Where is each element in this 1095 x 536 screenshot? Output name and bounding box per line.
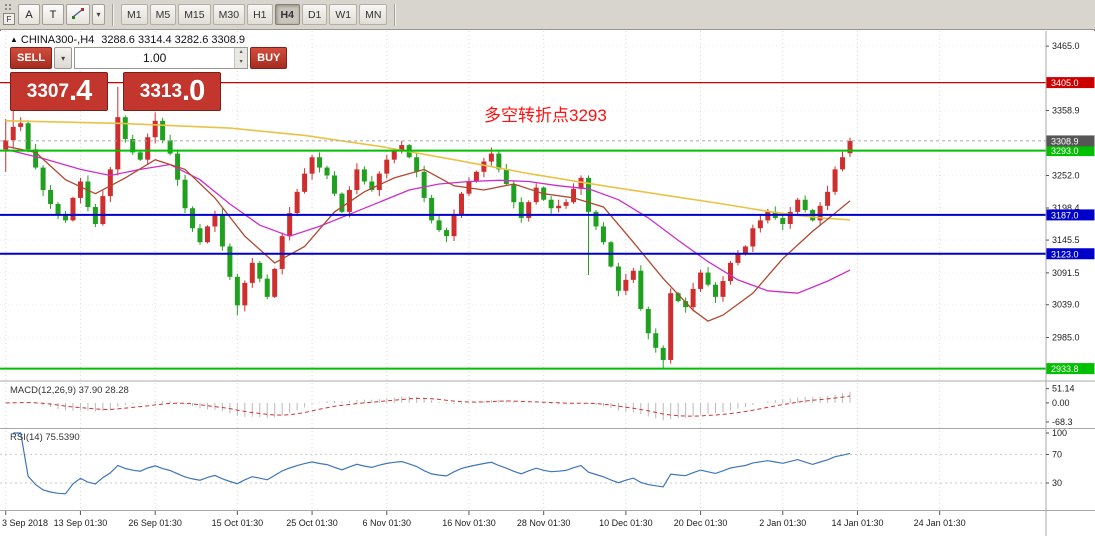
ma-fast-brown: [5, 145, 851, 322]
svg-text:3091.5: 3091.5: [1052, 268, 1080, 278]
chart-title: ▲ CHINA300-,H4 3288.6 3314.4 3282.6 3308.9: [10, 34, 245, 46]
ma-mid-magenta: [5, 148, 851, 294]
file-badge: F: [3, 13, 15, 25]
svg-text:2933.8: 2933.8: [1051, 364, 1079, 374]
svg-text:3198.4: 3198.4: [1052, 203, 1080, 213]
svg-text:6 Nov 01:30: 6 Nov 01:30: [363, 518, 412, 528]
spinner-down-icon[interactable]: ▾: [239, 59, 243, 65]
trendline-icon: [71, 6, 85, 23]
svg-text:24 Jan 01:30: 24 Jan 01:30: [914, 518, 966, 528]
trade-panel-prices: 3307.4 3313.0: [10, 72, 232, 111]
svg-text:3 Sep 2018: 3 Sep 2018: [2, 518, 48, 528]
svg-text:28 Nov 01:30: 28 Nov 01:30: [517, 518, 571, 528]
macd-signal-line: [5, 395, 851, 417]
macd-indicator-label: MACD(12,26,9) 37.90 28.28: [10, 385, 129, 396]
sell-price-display: 3307.4: [10, 72, 108, 111]
svg-text:3293.0: 3293.0: [1051, 146, 1079, 156]
macd-histogram: [12, 391, 851, 421]
spinner-up-icon[interactable]: ▴: [239, 49, 243, 55]
svg-text:15 Oct 01:30: 15 Oct 01:30: [212, 518, 264, 528]
buy-price-int: 3313: [139, 80, 183, 102]
svg-text:14 Jan 01:30: 14 Jan 01:30: [831, 518, 883, 528]
svg-text:51.14: 51.14: [1052, 384, 1075, 394]
svg-text:10 Dec 01:30: 10 Dec 01:30: [599, 518, 653, 528]
svg-text:26 Sep 01:30: 26 Sep 01:30: [128, 518, 182, 528]
svg-text:3405.0: 3405.0: [1051, 78, 1079, 88]
caret-down-icon: ▾: [96, 10, 101, 19]
toolbar-separator: [394, 3, 397, 26]
volume-field: ▴ ▾: [74, 47, 249, 69]
buy-price-dec: .0: [182, 75, 205, 107]
svg-text:0.00: 0.00: [1052, 398, 1070, 408]
timeframe-h4[interactable]: H4: [274, 4, 300, 25]
buy-price-display: 3313.0: [123, 72, 221, 111]
chart-canvas[interactable]: 3465.0 3358.9 3252.0 3198.4 3145.5 3091.5 3039…: [0, 31, 1095, 536]
timeframe-m1[interactable]: M1: [121, 4, 148, 25]
svg-text:3187.0: 3187.0: [1051, 210, 1079, 220]
svg-text:20 Dec 01:30: 20 Dec 01:30: [674, 518, 728, 528]
svg-text:3465.0: 3465.0: [1052, 41, 1080, 51]
caret-down-icon: ▾: [61, 53, 66, 63]
timeframe-w1[interactable]: W1: [329, 4, 358, 25]
svg-text:3145.5: 3145.5: [1052, 235, 1080, 245]
timeframe-m30[interactable]: M30: [212, 4, 246, 25]
svg-text:16 Nov 01:30: 16 Nov 01:30: [442, 518, 496, 528]
rsi-line: [13, 432, 851, 495]
trade-panel-controls: SELL ▾ ▴ ▾ BUY: [10, 47, 288, 69]
one-click-trade-panel: SELL ▾ ▴ ▾ BUY 3307.4 3313.0: [10, 47, 288, 111]
volume-dropdown-button[interactable]: ▾: [54, 47, 73, 69]
toolbar-grip[interactable]: [5, 4, 13, 11]
svg-text:3252.0: 3252.0: [1052, 170, 1080, 180]
svg-text:2 Jan 01:30: 2 Jan 01:30: [759, 518, 806, 528]
svg-text:25 Oct 01:30: 25 Oct 01:30: [286, 518, 338, 528]
timeframe-mn[interactable]: MN: [359, 4, 388, 25]
rsi-indicator-label: RSI(14) 75.5390: [10, 432, 80, 443]
arrow-tool-button[interactable]: A: [18, 4, 40, 25]
price-up-icon: ▲: [10, 35, 18, 44]
timeframe-m5[interactable]: M5: [149, 4, 177, 25]
toolbar-separator: [112, 3, 114, 26]
svg-text:100: 100: [1052, 428, 1067, 438]
svg-text:3039.0: 3039.0: [1052, 300, 1080, 310]
text-tool-button[interactable]: T: [42, 4, 64, 25]
sell-price-dec: .4: [69, 75, 92, 107]
draw-tools-caret-button[interactable]: ▾: [92, 4, 105, 25]
svg-text:3308.9: 3308.9: [1051, 136, 1079, 146]
timeframe-h1[interactable]: H1: [247, 4, 273, 25]
ohlc-values: 3288.6 3314.4 3282.6 3308.9: [101, 34, 246, 46]
svg-text:30: 30: [1052, 478, 1062, 488]
buy-button[interactable]: BUY: [250, 47, 288, 69]
sell-price-int: 3307: [26, 80, 70, 102]
svg-text:3358.9: 3358.9: [1052, 106, 1080, 116]
svg-text:-68.3: -68.3: [1052, 417, 1073, 427]
volume-spinner[interactable]: ▴ ▾: [234, 48, 248, 68]
toolbar: F A T ▾ M1 M5 M15 M30 H1 H4 D1 W1 MN: [0, 0, 1095, 30]
svg-text:13 Sep 01:30: 13 Sep 01:30: [54, 518, 108, 528]
svg-text:70: 70: [1052, 449, 1062, 459]
chart-annotation-text: 多空转折点3293: [484, 106, 607, 125]
chart-area[interactable]: 3465.0 3358.9 3252.0 3198.4 3145.5 3091.5 3039…: [0, 31, 1095, 536]
timeframe-d1[interactable]: D1: [301, 4, 328, 25]
svg-text:2985.0: 2985.0: [1052, 333, 1080, 343]
draw-tools-button[interactable]: [66, 4, 90, 25]
timeframe-m15[interactable]: M15: [178, 4, 211, 25]
svg-text:3123.0: 3123.0: [1051, 249, 1079, 259]
sell-button[interactable]: SELL: [10, 47, 53, 69]
toolbar-left-column: F: [2, 1, 16, 29]
symbol-period-label: CHINA300-,H4: [20, 34, 95, 46]
volume-input[interactable]: [75, 48, 235, 68]
